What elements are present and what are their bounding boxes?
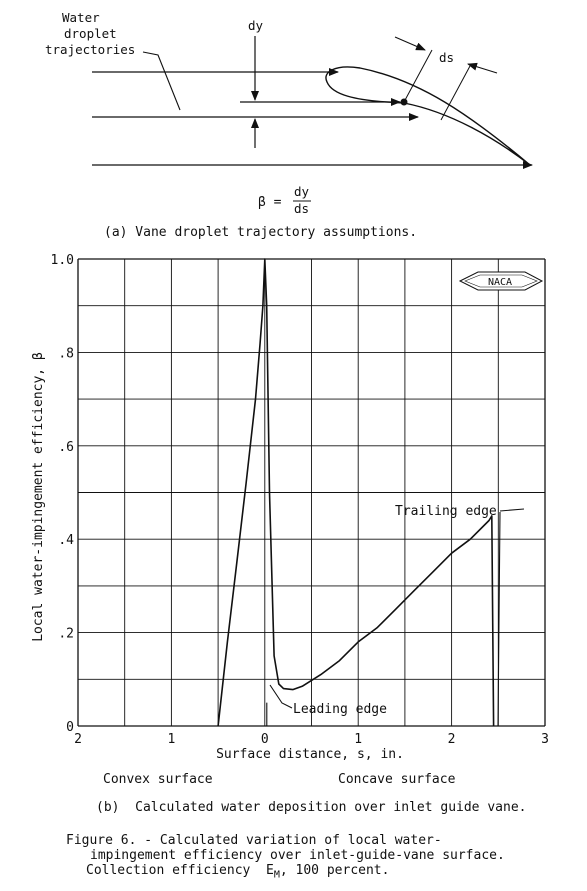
caption-a: (a) Vane droplet trajectory assumptions. — [104, 225, 417, 240]
trajectory-diagram: Water droplet trajectories dy ds β = dy … — [45, 10, 533, 240]
label-trajectories: trajectories — [45, 42, 135, 57]
figure-caption-tail: , 100 percent. — [279, 863, 390, 878]
figure-caption-line1: Figure 6. - Calculated variation of loca… — [66, 833, 442, 848]
naca-logo: NACA — [458, 271, 544, 291]
y-tick-label: .4 — [58, 533, 74, 548]
formula-numerator: dy — [294, 184, 310, 199]
figure-caption-line3: Collection efficiency EM, 100 percent. — [86, 863, 389, 881]
x-tick-label: 2 — [74, 732, 82, 747]
vane-outline — [325, 66, 531, 166]
ds-extension-2 — [440, 65, 471, 121]
chart-series: Trailing edge Leading edge — [217, 258, 525, 727]
x-axis-label: Surface distance, s, in. — [216, 747, 404, 762]
label-droplet: droplet — [64, 26, 117, 41]
impingement-chart: 2 1 0 1 2 3 0 .2 .4 .6 .8 1.0 Surface distance, s, i… — [31, 253, 549, 762]
figure-caption-subscript: M — [273, 869, 280, 881]
concave-surface-label: Concave surface — [338, 772, 456, 787]
ds-extension-1 — [403, 49, 433, 103]
convex-surface-label: Convex surface — [103, 772, 213, 787]
formula-denominator: ds — [294, 201, 309, 216]
label-water: Water — [62, 10, 100, 25]
y-tick-label: 0 — [66, 720, 74, 735]
x-tick-label: 2 — [448, 732, 456, 747]
trailing-edge-leader — [497, 508, 525, 727]
ds-arrow-right — [467, 62, 498, 74]
leading-edge-leader — [269, 684, 293, 709]
label-leader — [142, 51, 181, 111]
chart-grid — [77, 258, 546, 727]
y-tick-label: .2 — [58, 627, 74, 642]
impingement-curve — [217, 258, 495, 727]
y-tick-label: 1.0 — [51, 253, 74, 268]
y-axis-label: Local water-impingement efficiency, β — [31, 352, 46, 642]
x-tick-label: 0 — [261, 732, 269, 747]
trailing-edge-label: Trailing edge — [395, 504, 497, 519]
label-dy: dy — [248, 18, 264, 33]
figure-caption-text: Collection efficiency E — [86, 863, 274, 878]
x-tick-label: 1 — [167, 732, 175, 747]
y-tick-label: .8 — [58, 346, 74, 361]
ds-arrow-left — [394, 36, 426, 51]
figure-caption-line2: impingement efficiency over inlet-guide-… — [90, 848, 505, 863]
x-tick-label: 1 — [354, 732, 362, 747]
chart-ticks: 2 1 0 1 2 3 0 .2 .4 .6 .8 1.0 Surface distance, s, i… — [51, 253, 549, 762]
y-tick-label: .6 — [58, 440, 74, 455]
caption-b: (b) Calculated water deposition over inl… — [96, 800, 527, 815]
logo-text: NACA — [488, 277, 512, 288]
formula-lhs: β = — [258, 195, 282, 210]
x-tick-label: 3 — [541, 732, 549, 747]
leading-edge-label: Leading edge — [293, 702, 387, 717]
label-ds: ds — [439, 50, 454, 65]
